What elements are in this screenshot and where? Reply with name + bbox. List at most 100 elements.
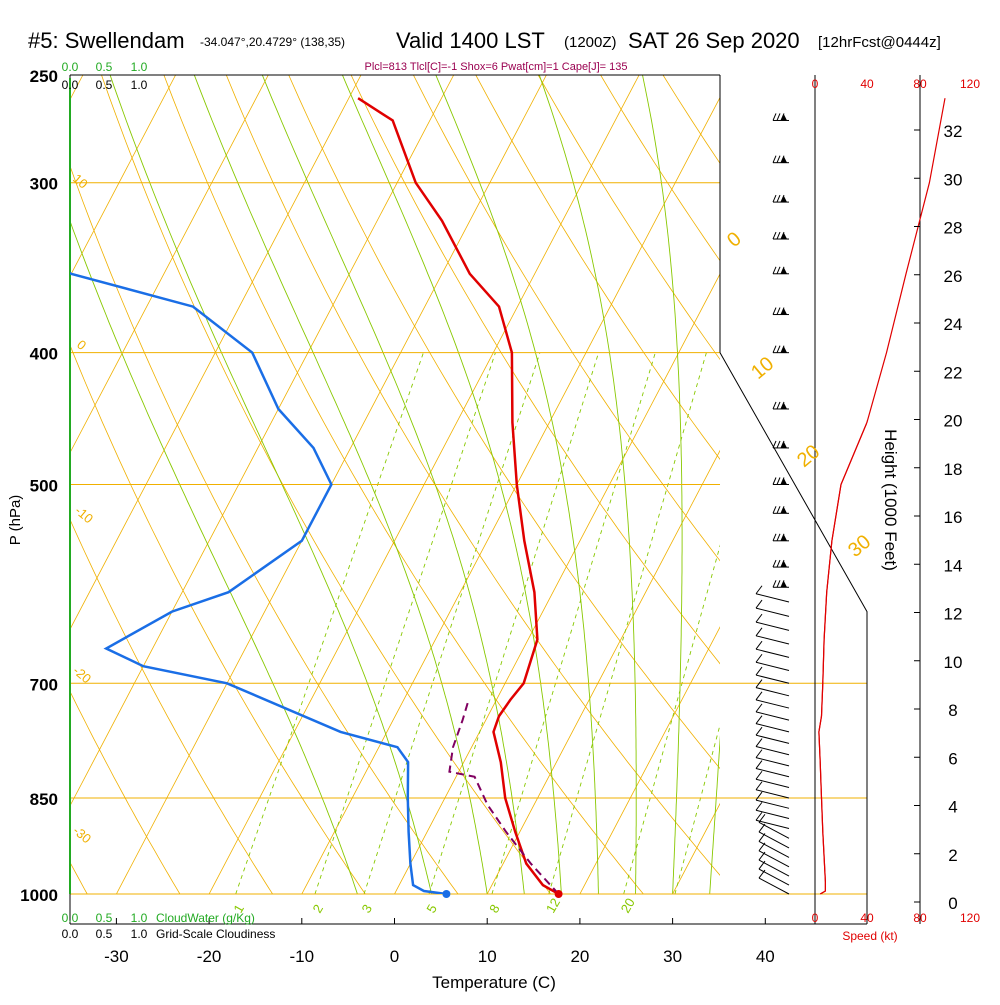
height-tick-label: 18: [944, 460, 963, 479]
valid-date: SAT 26 Sep 2020: [628, 28, 800, 53]
mixing-ratio-label: 3: [358, 902, 375, 916]
height-tick-label: 12: [944, 605, 963, 624]
pressure-tick-label: 700: [30, 675, 58, 694]
mixing-ratio-line: [236, 353, 424, 894]
cloudiness-tick-bottom: 0.0: [62, 927, 79, 941]
cloudwater-tick-top: 1.0: [131, 60, 148, 74]
wind-barb: [773, 113, 789, 120]
valid-time: Valid 1400 LST: [396, 28, 545, 53]
speed-tick-label-bottom: 40: [860, 911, 874, 925]
wind-barb: [773, 195, 789, 202]
speed-tick-label-bottom: 80: [913, 911, 927, 925]
height-tick-label: 28: [944, 219, 963, 238]
mixing-ratio-label: 8: [486, 902, 503, 916]
wind-barb: [756, 782, 789, 798]
cloudiness-tick-bottom: 1.0: [131, 927, 148, 941]
forecast-info: [12hrFcst@0444z]: [818, 34, 941, 51]
height-tick-label: 32: [944, 122, 963, 141]
speed-tick-label-top: 120: [960, 77, 980, 91]
temperature-tick-label: 0: [390, 947, 399, 966]
wind-barb: [756, 771, 789, 787]
wind-barb: [756, 628, 789, 644]
wind-barb: [773, 580, 789, 587]
height-tick-label: 0: [948, 894, 957, 913]
height-tick-label: 30: [944, 170, 963, 189]
speed-tick-label-top: 40: [860, 77, 874, 91]
wind-barb: [756, 716, 789, 732]
height-tick-label: 2: [948, 846, 957, 865]
pressure-tick-label: 500: [30, 477, 58, 496]
wind-barb: [773, 156, 789, 163]
wind-barb: [773, 506, 789, 513]
cloudwater-tick-bottom: 0.5: [96, 911, 113, 925]
surface-dewpoint-dot: [442, 890, 450, 898]
surface-temperature-dot: [555, 890, 563, 898]
dry-adiabat-label: 0: [74, 337, 89, 353]
wind-barb: [756, 761, 789, 777]
wind-barb: [756, 586, 789, 602]
height-tick-label: 10: [944, 653, 963, 672]
pressure-tick-label: 1000: [20, 886, 58, 905]
temperature-tick-label: -10: [290, 947, 315, 966]
mixing-ratio-line: [549, 353, 707, 894]
wind-barb: [756, 727, 789, 743]
station-title: #5: Swellendam: [28, 28, 185, 53]
pressure-tick-label: 850: [30, 790, 58, 809]
isotherm-label: 10: [747, 353, 778, 384]
isotherm-label: 0: [723, 228, 746, 252]
wind-barb: [773, 402, 789, 409]
mixing-ratio-label: 5: [423, 902, 440, 916]
temperature-tick-label: 30: [663, 947, 682, 966]
mixing-ratio-label: 12: [543, 895, 563, 915]
wind-barb: [756, 739, 789, 755]
cloudiness-tick-top: 1.0: [131, 78, 148, 92]
mixing-ratio-line: [492, 353, 655, 894]
height-tick-label: 8: [948, 701, 957, 720]
wind-barb: [773, 232, 789, 239]
temperature-tick-label: 10: [478, 947, 497, 966]
wind-barb: [773, 308, 789, 315]
cloudwater-tick-bottom: 0.0: [62, 911, 79, 925]
mixing-ratio-line: [315, 353, 495, 894]
stability-indices: Plcl=813 Tlcl[C]=-1 Shox=6 Pwat[cm]=1 Ca…: [364, 61, 627, 73]
diagonal-frame-line: [720, 353, 867, 924]
height-tick-label: 20: [944, 412, 963, 431]
height-tick-label: 26: [944, 267, 963, 286]
temperature-tick-label: 40: [756, 947, 775, 966]
wind-barb: [773, 441, 789, 448]
wind-barb: [756, 600, 789, 616]
cloudwater-tick-top: 0.5: [96, 60, 113, 74]
dry-adiabat-label: -30: [70, 823, 94, 847]
cloudiness-tick-top: 0.5: [96, 78, 113, 92]
wind-barb: [773, 346, 789, 353]
height-tick-label: 14: [944, 556, 963, 575]
temperature-tick-label: -20: [197, 947, 222, 966]
isotherm-label: 20: [793, 441, 824, 472]
wind-barb: [773, 478, 789, 485]
wind-barb: [756, 614, 789, 630]
pressure-tick-label: 300: [30, 175, 58, 194]
station-coords: -34.047°,20.4729° (138,35): [200, 35, 345, 49]
height-tick-label: 16: [944, 508, 963, 527]
pressure-tick-label: 250: [30, 67, 58, 86]
utc-time: (1200Z): [564, 34, 617, 51]
speed-tick-label-bottom: 120: [960, 911, 980, 925]
cloudiness-label: Grid-Scale Cloudiness: [156, 927, 275, 941]
isotherm-line: [858, 75, 1000, 894]
cloudwater-tick-bottom: 1.0: [131, 911, 148, 925]
height-axis-label: Height (1000 Feet): [881, 429, 900, 571]
mixing-ratio-line: [675, 353, 819, 894]
dry-adiabat-line: [975, 75, 1000, 894]
mixing-ratio-label: 2: [309, 902, 326, 916]
pressure-tick-label: 400: [30, 345, 58, 364]
cloudiness-tick-bottom: 0.5: [96, 927, 113, 941]
mixing-ratio-line: [624, 353, 774, 894]
temperature-tick-label: -30: [104, 947, 129, 966]
height-tick-label: 4: [948, 798, 957, 817]
temperature-tick-label: 20: [570, 947, 589, 966]
isotherm-line: [673, 75, 1000, 894]
pressure-axis-label: P (hPa): [7, 495, 24, 546]
cloudiness-tick-top: 0.0: [62, 78, 79, 92]
isotherm-label: 30: [844, 531, 875, 562]
